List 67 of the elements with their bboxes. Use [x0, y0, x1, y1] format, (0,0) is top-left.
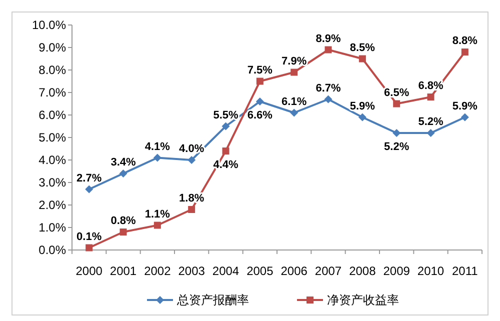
y-tick-label: 6.0% — [38, 108, 66, 122]
point — [86, 244, 93, 252]
data-label: 5.9% — [350, 100, 376, 112]
legend-label: 净资产收益率 — [327, 293, 399, 308]
x-tick-label: 2009 — [383, 264, 410, 278]
data-label: 5.2% — [384, 141, 410, 153]
data-label: 3.4% — [110, 156, 136, 168]
point — [393, 100, 400, 108]
data-label: 1.1% — [144, 208, 170, 220]
x-tick-label: 2003 — [178, 264, 206, 278]
point — [427, 94, 434, 100]
data-label: 4.1% — [144, 140, 170, 153]
point — [222, 122, 230, 130]
x-tick-label: 2002 — [144, 264, 172, 278]
point — [222, 148, 230, 154]
data-label: 5.9% — [452, 100, 478, 112]
point — [461, 48, 468, 56]
y-tick-label: 2.0% — [38, 198, 66, 212]
x-tick-label: 2001 — [110, 264, 137, 278]
x-tick-label: 2008 — [349, 264, 376, 278]
data-label: 8.9% — [316, 32, 341, 45]
data-label: 6.1% — [282, 96, 307, 108]
x-tick-label: 2011 — [452, 264, 478, 278]
point — [120, 228, 127, 236]
legend-label: 总资产报酬率 — [176, 293, 249, 308]
point — [358, 113, 366, 122]
point — [426, 129, 435, 137]
point — [324, 46, 332, 54]
data-label: 6.6% — [247, 110, 273, 122]
point — [119, 170, 128, 178]
point — [85, 185, 94, 194]
data-label: 6.7% — [316, 82, 341, 94]
point — [154, 222, 161, 229]
y-tick-label: 7.0% — [38, 86, 66, 100]
y-tick-label: 5.0% — [38, 130, 66, 145]
x-tick-label: 2004 — [212, 264, 240, 278]
point — [256, 78, 264, 85]
data-label: 7.5% — [247, 64, 273, 76]
data-label: 0.8% — [110, 215, 136, 227]
y-tick-label: 4.0% — [38, 153, 66, 168]
point — [324, 95, 332, 104]
data-label: 8.8% — [452, 35, 478, 47]
data-label: 2.7% — [76, 172, 102, 184]
point — [290, 108, 298, 117]
data-label: 5.5% — [213, 109, 238, 122]
y-tick-label: 1.0% — [38, 220, 66, 235]
y-tick-label: 8.0% — [38, 63, 66, 78]
y-tick-label: 0.0% — [38, 243, 66, 258]
y-tick-label: 10.0% — [32, 18, 66, 32]
data-label: 5.2% — [418, 116, 444, 128]
data-label: 7.9% — [282, 55, 307, 68]
point — [188, 156, 196, 164]
x-tick-label: 2010 — [417, 264, 444, 278]
point — [153, 154, 162, 162]
point — [290, 68, 298, 76]
x-tick-label: 2007 — [314, 264, 342, 278]
point — [460, 113, 469, 122]
x-tick-label: 2005 — [246, 264, 274, 278]
point — [256, 98, 264, 106]
x-tick-label: 2006 — [280, 264, 308, 278]
data-label: 8.5% — [350, 42, 376, 54]
point — [358, 55, 366, 62]
y-tick-label: 9.0% — [38, 40, 66, 55]
x-tick-label: 2000 — [76, 264, 103, 278]
y-tick-label: 3.0% — [38, 176, 66, 190]
data-label: 0.1% — [76, 230, 102, 243]
point — [188, 206, 196, 213]
